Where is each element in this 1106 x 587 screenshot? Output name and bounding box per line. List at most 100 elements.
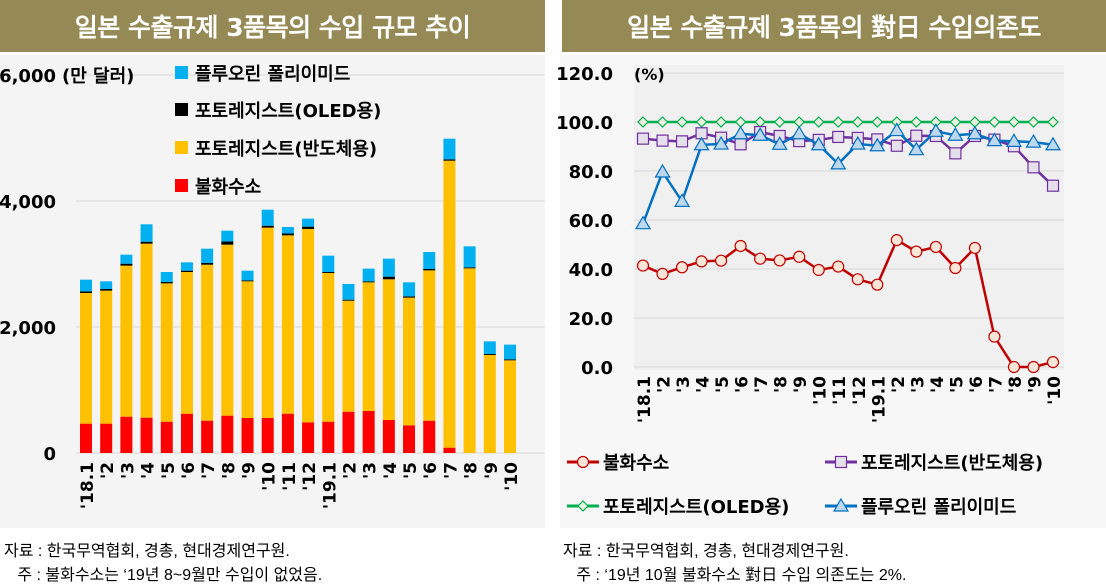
y-tick-label: 4,000 (0, 192, 56, 213)
data-point (695, 116, 708, 128)
data-point (752, 127, 769, 141)
bar-segment (80, 279, 92, 292)
bar-segment (241, 270, 254, 281)
right-source-note: 자료 : 한국무역협회, 경총, 현대경제연구원. (563, 543, 849, 560)
y-tick-label: 2,000 (0, 318, 56, 339)
bar-segment (180, 272, 193, 414)
data-point (871, 278, 884, 291)
data-point (634, 215, 652, 230)
bar-segment (302, 226, 315, 229)
data-point (927, 123, 944, 137)
data-point (734, 239, 747, 253)
data-point (1047, 116, 1059, 128)
bar-segment (403, 425, 416, 453)
legend-swatch (175, 103, 188, 116)
data-point (715, 116, 727, 128)
x-tick-label: '8 (462, 462, 482, 479)
data-point (1027, 360, 1040, 374)
data-point (949, 261, 962, 275)
data-point (754, 252, 767, 265)
data-point (890, 139, 903, 152)
y-tick-label: 60.0 (569, 211, 613, 232)
bar-segment (180, 262, 193, 271)
bar-segment (241, 280, 254, 282)
data-point (771, 136, 788, 150)
data-point (871, 116, 884, 128)
bar-segment (504, 360, 516, 453)
x-tick-label: '2 (889, 376, 909, 393)
bar-segment (80, 291, 92, 293)
x-tick-label: '5 (401, 462, 421, 479)
bar-segment (201, 248, 214, 263)
x-tick-label: '2 (655, 376, 675, 393)
data-point (910, 245, 923, 258)
x-tick-label: '5 (713, 376, 733, 393)
data-point (949, 116, 962, 128)
bar-segment (463, 267, 476, 269)
left-footnote: 주 : 불화수소는 ‘19년 8~9월만 수입이 없었음. (4, 567, 323, 584)
bar-segment (80, 292, 92, 424)
bar-segment (100, 281, 113, 290)
x-tick-label: '12 (300, 462, 320, 491)
x-tick-label: '9 (482, 462, 502, 479)
legend-marker (576, 455, 590, 469)
y-unit-label: (만 달러) (62, 66, 134, 87)
bar-segment (120, 416, 133, 453)
data-point (656, 134, 669, 147)
data-point (832, 116, 845, 128)
bar-segment (221, 244, 234, 416)
x-tick-label: '7 (752, 376, 772, 393)
data-point (695, 255, 708, 268)
data-point (793, 250, 806, 263)
data-point (812, 263, 825, 277)
x-tick-label: '4 (381, 462, 401, 479)
x-tick-label: '10 (811, 376, 831, 405)
data-point (773, 116, 786, 128)
data-point (1027, 161, 1040, 174)
legend-label: 플루오린 폴리이미드 (861, 497, 1016, 518)
bar-segment (483, 354, 496, 453)
data-point (773, 254, 786, 267)
data-point (1025, 133, 1042, 148)
x-tick-label: '5 (947, 376, 967, 393)
bar-segment (201, 262, 214, 265)
data-point (988, 116, 1001, 128)
bar-segment (140, 417, 153, 453)
data-point (812, 116, 825, 128)
bar-segment (221, 241, 234, 245)
bar-segment (302, 422, 315, 453)
bar-segment (382, 419, 395, 453)
data-point (791, 125, 808, 140)
data-point (968, 241, 982, 255)
data-point (1027, 116, 1040, 128)
data-point (890, 233, 903, 247)
bar-segment (80, 423, 92, 453)
bar-segment (403, 282, 416, 297)
x-tick-label: '18.1 (635, 376, 655, 423)
bar-segment (423, 252, 436, 269)
data-point (830, 155, 847, 170)
x-tick-label: '4 (928, 376, 948, 393)
bar-segment (362, 281, 375, 283)
y-unit-label: (%) (634, 65, 665, 84)
bar-segment (382, 258, 395, 277)
bar-segment (362, 282, 375, 411)
bar-segment (140, 224, 153, 242)
bar-segment (423, 270, 436, 421)
legend-label: 불화수소 (603, 453, 669, 474)
bar-segment (120, 265, 133, 417)
data-point (675, 135, 689, 148)
right-footnote: 주 : ‘19년 10월 불화수소 對日 수입 의존도는 2%. (563, 567, 907, 584)
bar-segment (281, 233, 294, 236)
bar-segment (342, 411, 355, 453)
data-point (732, 125, 749, 140)
x-tick-label: '11 (830, 376, 850, 405)
bar-segment (423, 420, 436, 453)
bar-segment (261, 209, 274, 226)
x-tick-label: '6 (421, 462, 441, 479)
x-tick-label: '3 (361, 462, 381, 479)
legend-label: 불화수소 (195, 177, 261, 198)
x-tick-label: '10 (260, 462, 280, 491)
data-point (869, 137, 886, 152)
